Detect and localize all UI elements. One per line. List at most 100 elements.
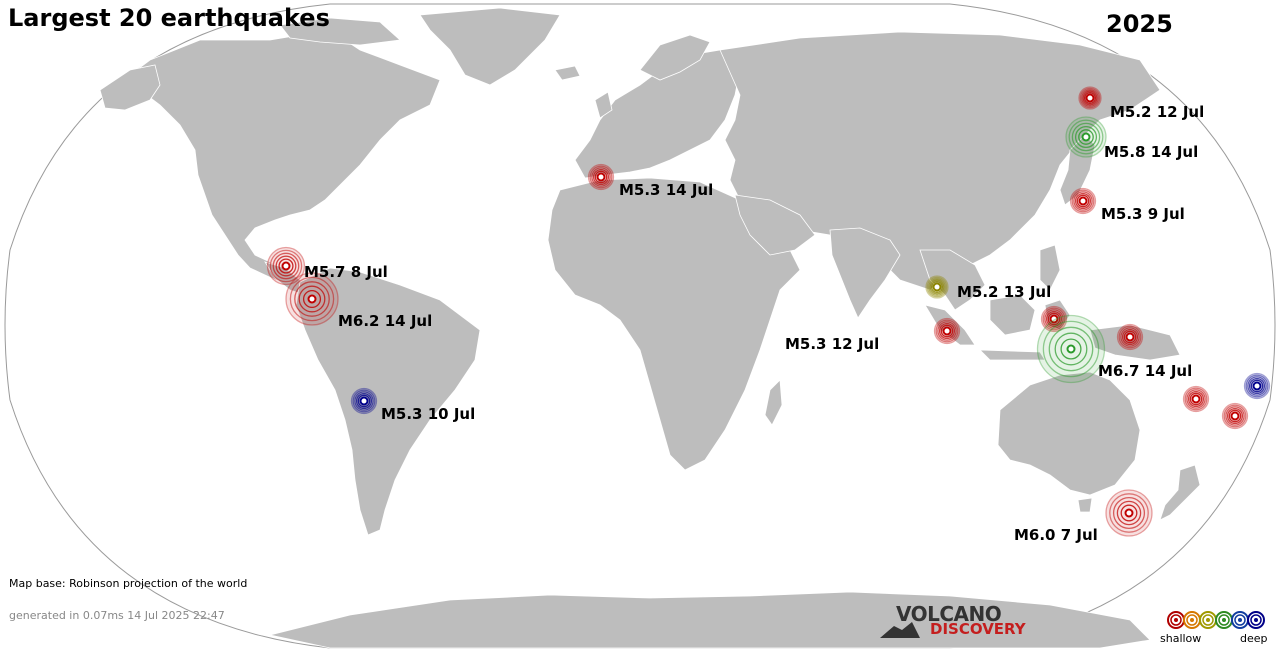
quake-marker[interactable] (1116, 323, 1144, 351)
quake-marker[interactable] (285, 272, 339, 326)
quake-epicenter (1230, 411, 1240, 421)
quake-epicenter (942, 326, 952, 336)
quake-ring (1189, 392, 1203, 406)
legend-dot (1222, 618, 1226, 622)
quake-ring (1118, 325, 1142, 349)
quake-epicenter (1085, 93, 1095, 103)
quake-ring (1048, 326, 1094, 372)
quake-label: M5.2 12 Jul (1110, 103, 1204, 121)
quake-label: M5.3 9 Jul (1101, 205, 1185, 223)
legend-dot (1254, 618, 1258, 622)
quake-label: M5.3 12 Jul (785, 335, 879, 353)
quake-label: M5.8 14 Jul (1104, 143, 1198, 161)
quake-label: M6.2 14 Jul (338, 312, 432, 330)
quake-ring (1223, 404, 1247, 428)
quake-ring (935, 319, 959, 343)
quake-marker[interactable] (1243, 372, 1271, 400)
quake-ring (1074, 192, 1092, 210)
madagascar (764, 379, 783, 426)
north-america (129, 29, 441, 283)
quake-ring (1083, 91, 1097, 105)
quake-epicenter (596, 172, 606, 182)
quake-marker[interactable] (925, 275, 949, 299)
year-label: 2025 (1106, 10, 1173, 38)
legend-dot (1190, 618, 1194, 622)
quake-ring (269, 249, 303, 283)
quake-marker[interactable] (1065, 116, 1107, 158)
legend-shallow-label: shallow (1160, 632, 1202, 645)
quake-epicenter (1066, 344, 1076, 354)
quake-label: M5.2 13 Jul (957, 283, 1051, 301)
new-zealand (1159, 464, 1201, 521)
quake-marker[interactable] (1105, 489, 1153, 537)
quake-ring (1109, 493, 1149, 533)
quake-ring (1060, 338, 1082, 360)
legend-ring (1247, 611, 1265, 629)
quake-marker[interactable] (587, 163, 615, 191)
quake-ring (1045, 310, 1063, 328)
quake-ring (1116, 500, 1142, 526)
quake-marker[interactable] (1040, 305, 1068, 333)
quake-label: M6.0 7 Jul (1014, 526, 1098, 544)
quake-ring (302, 289, 322, 309)
java (979, 349, 1046, 361)
quake-labels: M5.2 12 Jul M5.8 14 Jul M5.3 9 Jul M5.3 14 … (304, 103, 1204, 544)
borneo (989, 294, 1036, 336)
quake-marker[interactable] (350, 387, 378, 415)
quake-ring (275, 255, 297, 277)
quake-ring (354, 391, 374, 411)
arabia (734, 194, 816, 256)
quake-marker[interactable] (933, 317, 961, 345)
quake-epicenter (307, 294, 317, 304)
quake-ring (938, 322, 956, 340)
quake-ring (1082, 90, 1098, 106)
quake-ring (1079, 87, 1101, 109)
volcano-discovery-logo[interactable]: VOLCANO DISCOVERY (880, 602, 1030, 638)
quake-ring (1078, 129, 1094, 145)
quake-marker[interactable] (1182, 385, 1210, 413)
quake-ring (272, 252, 300, 280)
quake-ring (357, 394, 371, 408)
quake-epicenter (1124, 508, 1134, 518)
legend-ring (1234, 614, 1246, 626)
legend-ring (1218, 614, 1230, 626)
quake-ring (928, 278, 946, 296)
quake-ring (1123, 330, 1137, 344)
quake-ring (1245, 374, 1269, 398)
australia (997, 371, 1141, 496)
quake-label: M5.7 8 Jul (304, 263, 388, 281)
quake-label: M5.3 10 Jul (381, 405, 475, 423)
quake-epicenter (359, 396, 369, 406)
quake-marker[interactable] (1221, 402, 1249, 430)
quake-markers (266, 86, 1271, 537)
quake-marker[interactable] (1036, 314, 1106, 384)
quake-epicenter (1191, 394, 1201, 404)
legend-ring (1170, 614, 1182, 626)
quake-ring (594, 170, 608, 184)
arctic-islands (279, 17, 401, 46)
quake-marker[interactable] (266, 246, 306, 286)
legend-ring (1202, 614, 1214, 626)
quake-ring (1112, 496, 1146, 530)
quake-ring (1081, 89, 1099, 107)
quake-ring (1228, 409, 1242, 423)
india (829, 227, 901, 319)
iceland (554, 65, 581, 81)
legend-ring (1250, 614, 1262, 626)
quake-ring (1042, 320, 1100, 378)
quake-ring (1071, 122, 1101, 152)
quake-ring (1120, 504, 1138, 522)
legend-ring (1186, 614, 1198, 626)
quake-ring (298, 285, 326, 313)
quake-ring (355, 392, 373, 410)
quake-ring (940, 324, 954, 338)
quake-ring (930, 280, 944, 294)
quake-marker[interactable] (1069, 187, 1097, 215)
british-isles (594, 91, 613, 119)
logo-text-top: VOLCANO (896, 602, 1002, 626)
quake-ring (1187, 390, 1205, 408)
volcano-icon (880, 622, 920, 638)
quake-ring (1042, 307, 1066, 331)
quake-marker[interactable] (1078, 86, 1102, 110)
